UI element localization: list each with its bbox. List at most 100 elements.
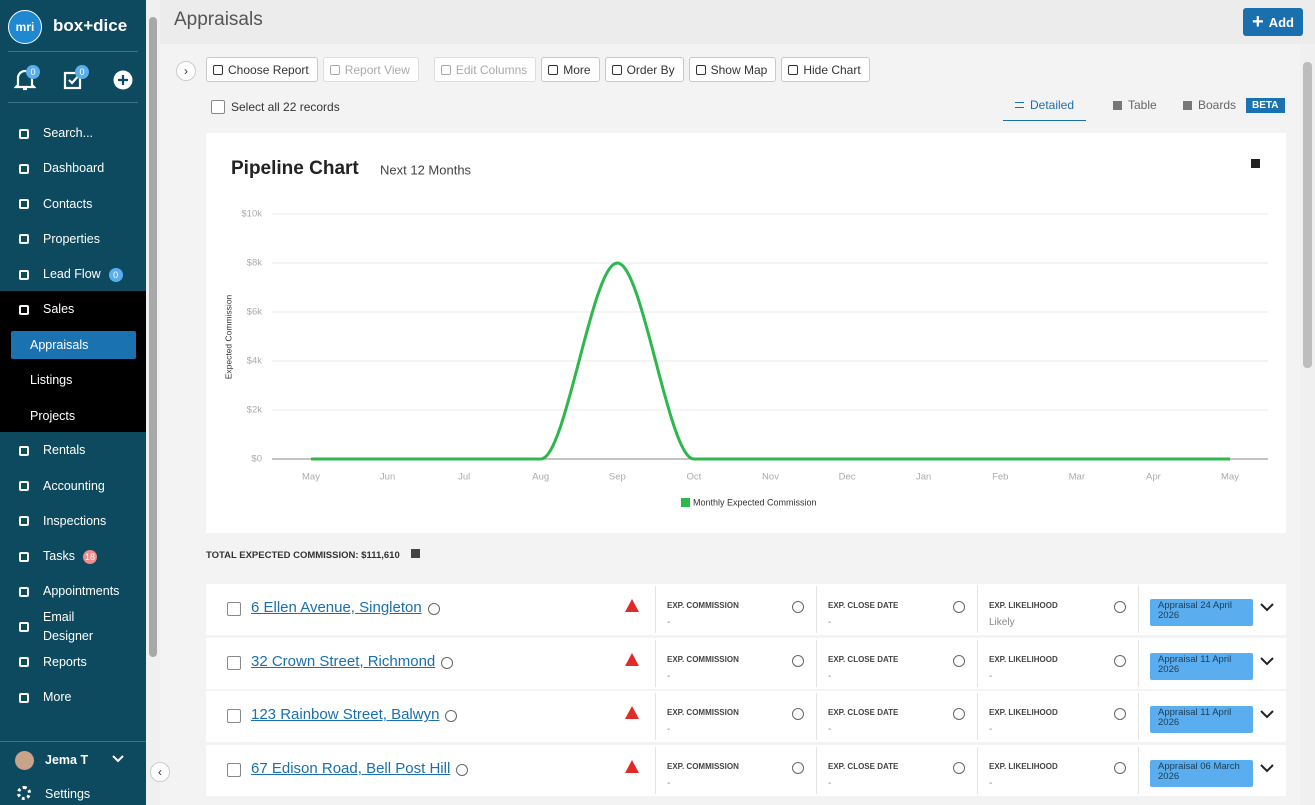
row-checkbox[interactable]	[227, 602, 241, 616]
view-tab[interactable]: Detailed	[1003, 90, 1087, 121]
total-commission: TOTAL EXPECTED COMMISSION: $111,610	[206, 550, 400, 561]
nav-item[interactable]: Accounting	[0, 469, 146, 504]
view-label: Table	[1128, 98, 1157, 112]
edit-icon[interactable]	[953, 708, 965, 721]
row-checkbox[interactable]	[227, 763, 241, 778]
edit-icon[interactable]	[953, 762, 965, 775]
select-all-checkbox[interactable]	[211, 100, 225, 114]
nav-item[interactable]: Sales	[0, 292, 146, 327]
nav-label: Reports	[43, 654, 87, 669]
nav-item[interactable]: Rentals	[0, 433, 146, 468]
edit-icon[interactable]	[1114, 601, 1126, 613]
column-label: EXP. CLOSE DATE	[828, 601, 899, 610]
add-icon[interactable]	[113, 70, 133, 90]
chevron-path	[1260, 656, 1274, 666]
column-label: EXP. CLOSE DATE	[828, 762, 899, 772]
chevron[interactable]	[112, 754, 124, 764]
view-icon	[1183, 100, 1192, 110]
record-row: 6 Ellen Avenue, Singleton EXP. COMMISSION…	[206, 584, 1286, 635]
edit-icon[interactable]	[792, 708, 804, 721]
edit-icon[interactable]	[1114, 654, 1126, 667]
edit-icon[interactable]	[1114, 762, 1126, 775]
expand-button[interactable]: ›	[176, 61, 196, 81]
address-link[interactable]: 6 Ellen Avenue, Singleton	[251, 599, 422, 616]
user-name[interactable]: Jema T	[45, 753, 89, 767]
nav-item[interactable]: Appraisals	[0, 328, 146, 363]
nav-item[interactable]: Dashboard	[0, 151, 146, 186]
edit-icon[interactable]	[792, 654, 804, 667]
help-icon[interactable]	[411, 549, 420, 558]
edit-icon[interactable]	[441, 656, 453, 669]
x-tick-label: Oct	[687, 472, 702, 483]
expand-chevron[interactable]	[1260, 656, 1274, 666]
edit-icon[interactable]	[1114, 708, 1126, 721]
expand-chevron[interactable]	[1260, 602, 1274, 612]
toolbar-button[interactable]: Choose Report	[206, 57, 318, 82]
column-value: -	[828, 778, 832, 790]
column-divider	[816, 693, 817, 741]
x-tick-label: Feb	[992, 472, 1008, 483]
row-checkbox[interactable]	[227, 709, 241, 724]
view-tab[interactable]: Table	[1101, 90, 1169, 120]
column-divider	[816, 639, 817, 687]
edit-icon[interactable]	[953, 601, 965, 613]
nav-label: Appraisals	[30, 338, 89, 352]
scroll-thumb[interactable]	[1303, 62, 1312, 368]
button-label: Show Map	[710, 62, 768, 77]
nav-item[interactable]: Contacts	[0, 187, 146, 222]
nav-item[interactable]: Properties	[0, 222, 146, 257]
column-divider	[977, 747, 978, 795]
nav-item[interactable]: Email Designer	[0, 610, 146, 645]
nav-item[interactable]: Projects	[0, 398, 146, 433]
x-tick-label: Jul	[458, 472, 470, 483]
expand-chevron[interactable]	[1260, 709, 1274, 719]
edit-icon[interactable]	[428, 603, 440, 615]
nav-item[interactable]: Search...	[0, 116, 146, 151]
scroll-thumb[interactable]	[149, 17, 157, 657]
add-label: Add	[1268, 14, 1294, 30]
column-value: -	[667, 724, 671, 736]
address-link[interactable]: 123 Rainbow Street, Balwyn	[251, 706, 440, 724]
edit-icon[interactable]	[953, 654, 965, 667]
nav-item[interactable]: Listings	[0, 363, 146, 398]
nav-item[interactable]: Tasks 18	[0, 539, 146, 574]
nav-item[interactable]: More	[0, 680, 146, 715]
sidebar: mri box+dice 0 0 Jema T Settings Search.…	[0, 0, 146, 805]
status-badge: Appraisal 11 April 2026	[1150, 706, 1253, 734]
edit-icon[interactable]	[792, 601, 804, 613]
settings-icon	[17, 786, 31, 800]
nav-label: Dashboard	[43, 161, 105, 176]
column-label: EXP. LIKELIHOOD	[989, 762, 1058, 772]
column-value: -	[989, 724, 993, 736]
column-value: -	[667, 617, 671, 628]
edit-icon[interactable]	[792, 762, 804, 775]
x-tick-label: May	[302, 472, 320, 483]
avatar[interactable]	[15, 751, 34, 770]
x-tick-label: May	[1221, 472, 1239, 483]
view-icon	[1015, 102, 1024, 108]
column-label: EXP. LIKELIHOOD	[989, 654, 1058, 664]
nav-item[interactable]: Reports	[0, 645, 146, 680]
logo[interactable]: mri	[8, 10, 42, 44]
toolbar-button[interactable]: Show Map	[688, 57, 777, 82]
row-checkbox[interactable]	[227, 655, 241, 670]
collapse-button[interactable]: ‹	[150, 762, 170, 782]
expand-chevron[interactable]	[1260, 763, 1274, 773]
column-divider	[977, 639, 978, 687]
record-row: 67 Edison Road, Bell Post Hill EXP. COMMI…	[206, 745, 1286, 797]
add-button[interactable]: + Add	[1243, 8, 1303, 36]
toolbar-button[interactable]: More	[541, 57, 600, 82]
settings-link[interactable]: Settings	[45, 787, 91, 801]
view-tab[interactable]: Boards BETA	[1171, 90, 1297, 120]
edit-icon[interactable]	[456, 764, 468, 777]
toolbar-button[interactable]: Order By	[604, 57, 684, 82]
help-icon[interactable]	[1251, 159, 1260, 168]
toolbar-button[interactable]: Hide Chart	[781, 57, 870, 82]
address-link[interactable]: 67 Edison Road, Bell Post Hill	[251, 760, 451, 778]
nav-item[interactable]: Appointments	[0, 574, 146, 609]
address-link[interactable]: 32 Crown Street, Richmond	[251, 652, 436, 670]
edit-icon[interactable]	[445, 710, 457, 723]
nav-icon	[19, 516, 29, 527]
nav-item[interactable]: Lead Flow 0	[0, 257, 146, 292]
nav-item[interactable]: Inspections	[0, 504, 146, 539]
